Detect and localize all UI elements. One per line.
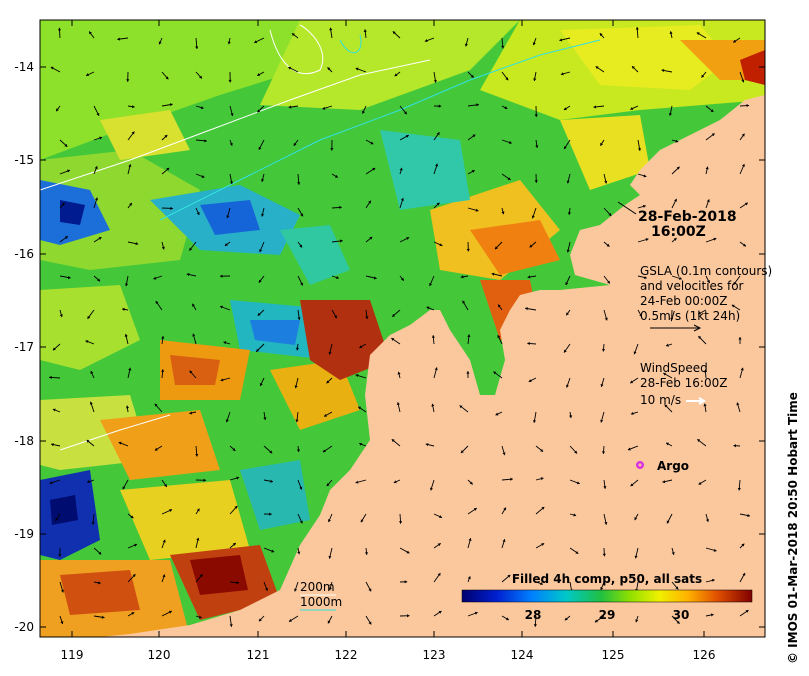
y-tick-label: -14 bbox=[14, 60, 34, 74]
x-tick-label: 120 bbox=[148, 648, 171, 662]
gsla-line3: 24-Feb 00:00Z bbox=[640, 294, 727, 308]
x-tick-label: 119 bbox=[61, 648, 84, 662]
colorbar-tick-label: 29 bbox=[599, 608, 616, 622]
credit-text: © IMOS 01-Mar-2018 20:50 Hobart Time bbox=[786, 392, 800, 664]
x-tick-label: 122 bbox=[335, 648, 358, 662]
wind-scale: 10 m/s bbox=[640, 393, 681, 407]
colorbar-tick-label: 28 bbox=[525, 608, 542, 622]
y-tick-label: -19 bbox=[14, 527, 34, 541]
y-tick-label: -17 bbox=[14, 340, 34, 354]
argo-marker bbox=[636, 461, 644, 469]
x-tick-label: 124 bbox=[511, 648, 534, 662]
gsla-line4: 0.5m/s (1kt 24h) bbox=[640, 309, 740, 323]
colorbar-title: Filled 4h comp, p50, all sats bbox=[512, 572, 702, 586]
y-tick-label: -18 bbox=[14, 434, 34, 448]
depth-1000-label: 1000m bbox=[300, 595, 342, 609]
snapshot-time: 16:00Z bbox=[651, 224, 706, 240]
snapshot-date: 28-Feb-2018 bbox=[638, 209, 737, 225]
x-tick-label: 123 bbox=[423, 648, 446, 662]
wind-line1: WindSpeed bbox=[640, 361, 708, 375]
gsla-line2: and velocities for bbox=[640, 279, 744, 293]
x-tick-label: 121 bbox=[247, 648, 270, 662]
gsla-line1: GSLA (0.1m contours) bbox=[640, 264, 772, 278]
y-tick-label: -15 bbox=[14, 153, 34, 167]
colorbar bbox=[462, 590, 752, 602]
colorbar-tick-label: 30 bbox=[673, 608, 690, 622]
y-tick-label: -20 bbox=[14, 620, 34, 634]
x-tick-label: 125 bbox=[602, 648, 625, 662]
wind-line2: 28-Feb 16:00Z bbox=[640, 376, 727, 390]
argo-label: Argo bbox=[657, 459, 689, 473]
y-tick-label: -16 bbox=[14, 247, 34, 261]
depth-200-label: 200m bbox=[300, 580, 335, 594]
x-tick-label: 126 bbox=[693, 648, 716, 662]
